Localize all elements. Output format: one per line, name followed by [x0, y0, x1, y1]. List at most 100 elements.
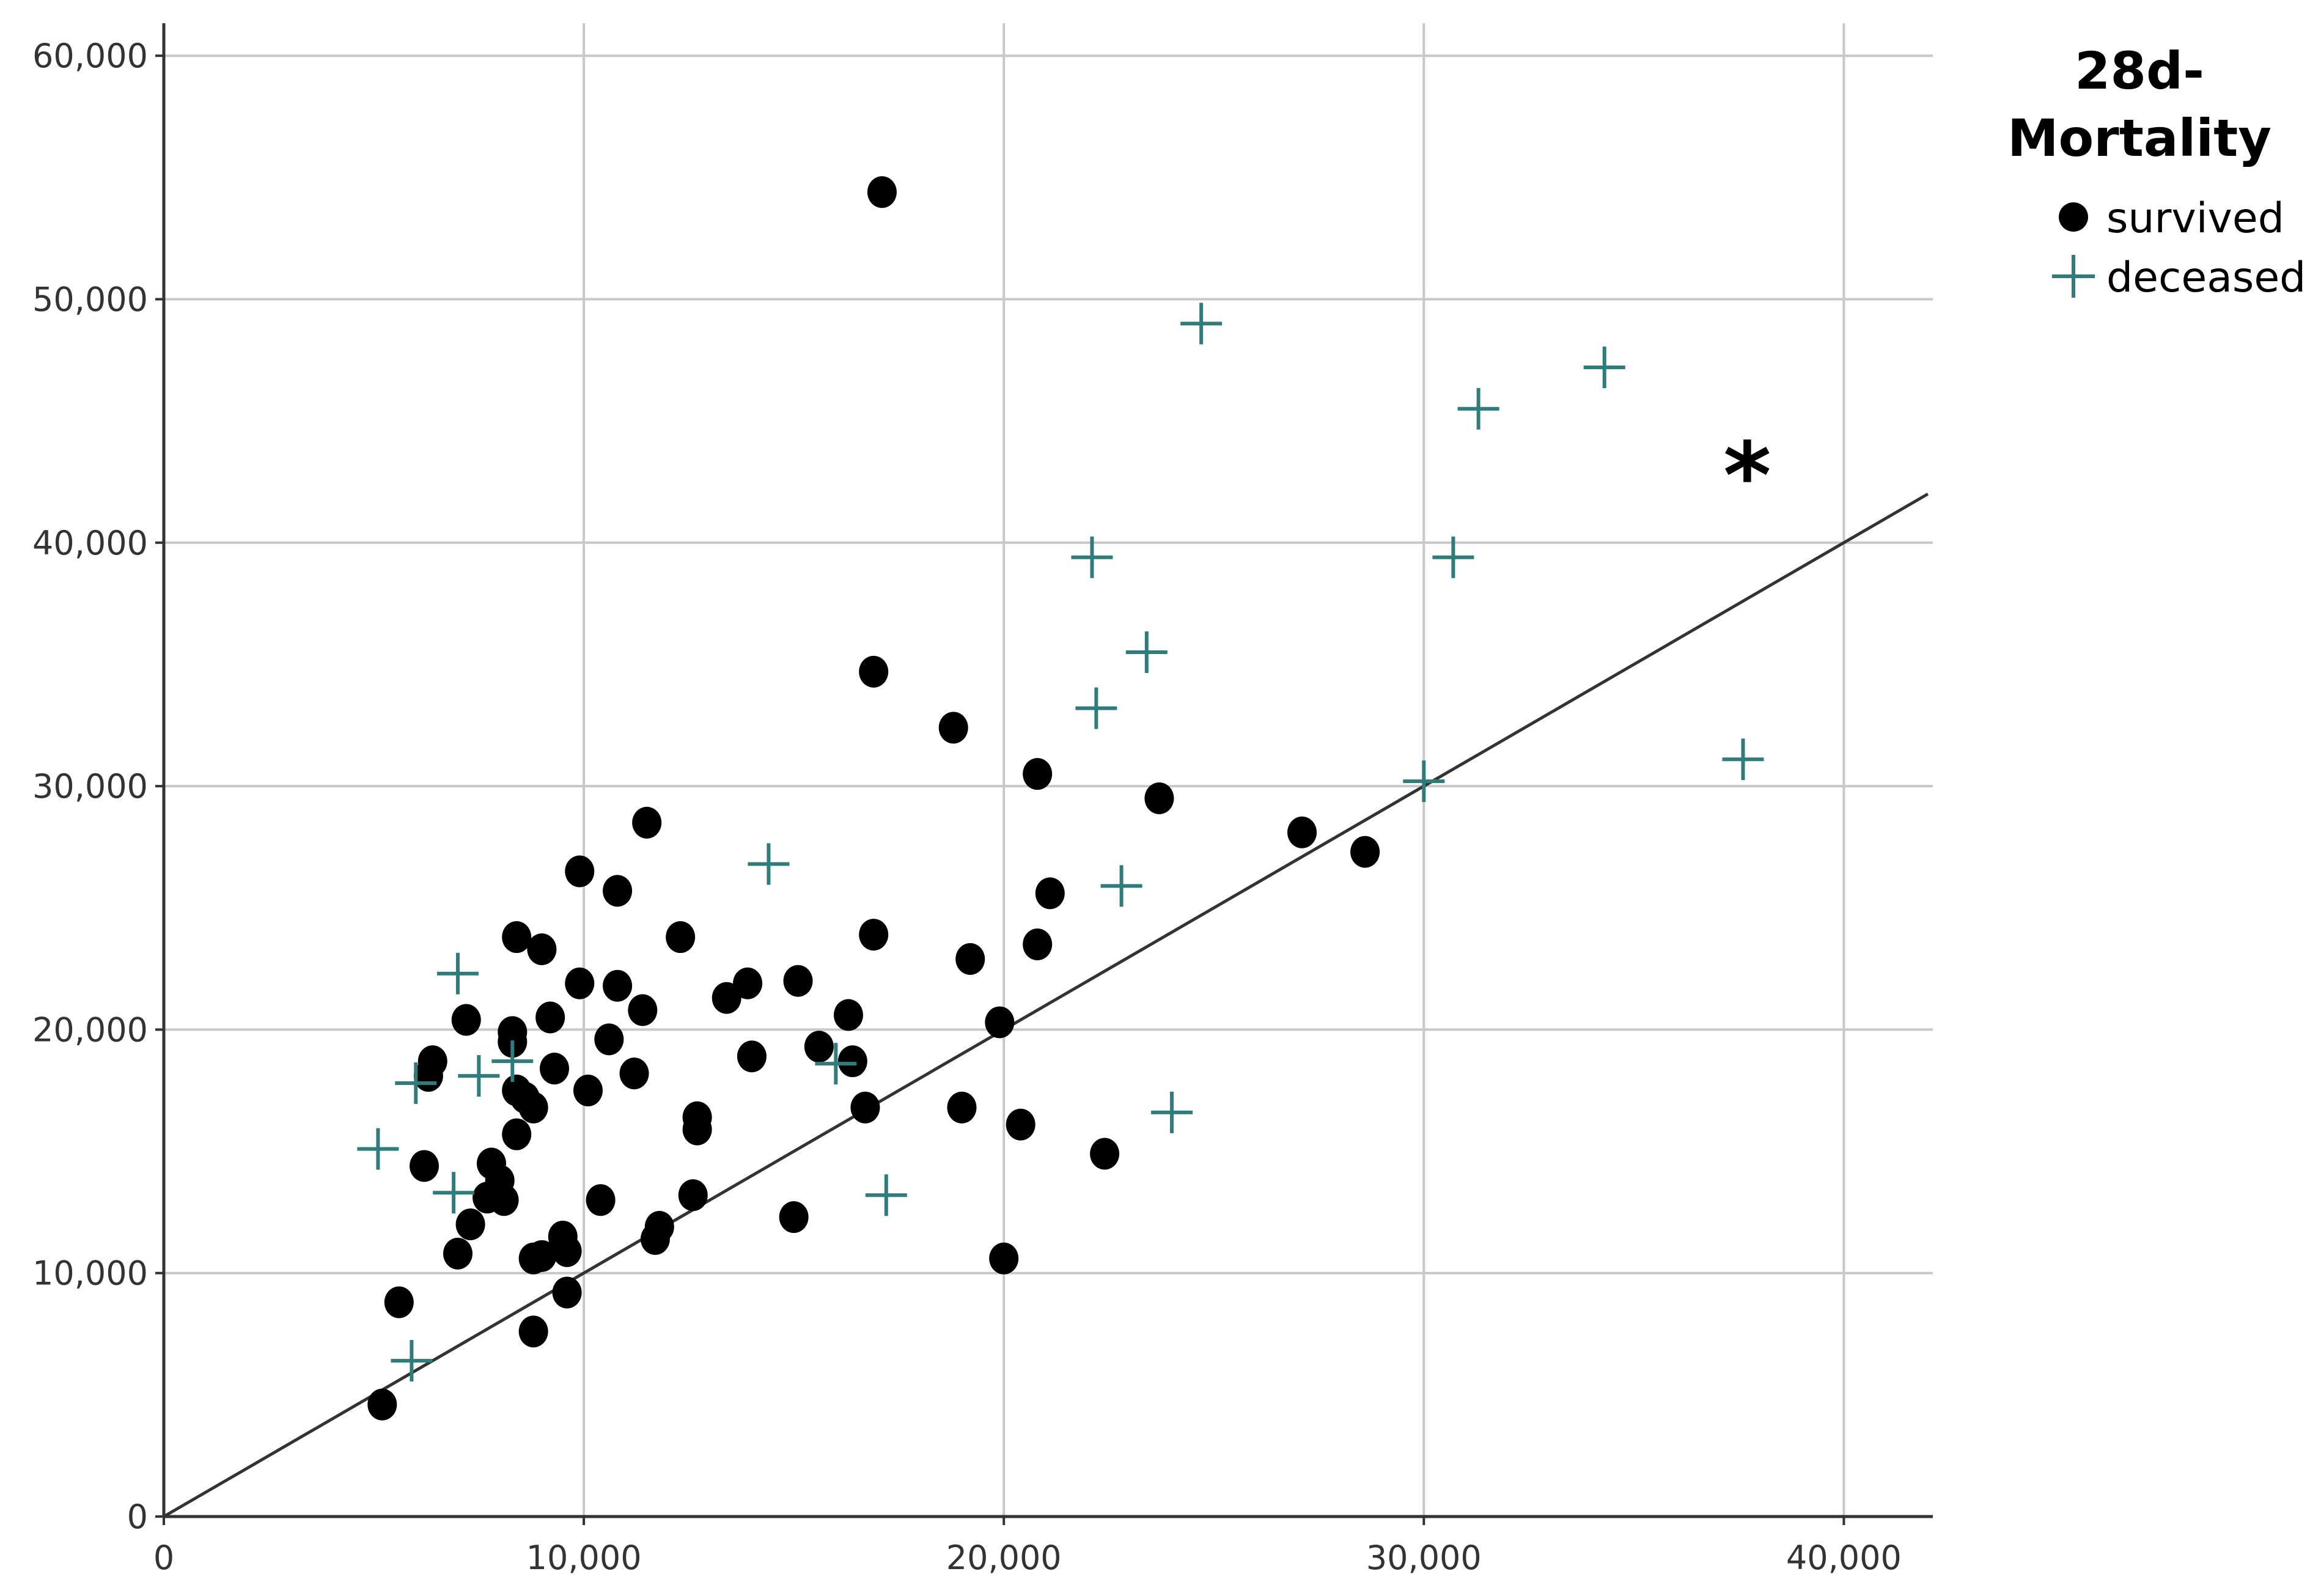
point-survived-34 — [413, 1060, 443, 1092]
x-tick-label-3: 30,000 — [1366, 1539, 1482, 1577]
point-survived-14 — [859, 919, 889, 951]
point-survived-67 — [518, 1315, 548, 1348]
point-survived-3 — [1023, 758, 1053, 790]
y-tick-label-6: 60,000 — [32, 37, 148, 75]
legend: 28d- Mortality survived deceased — [2007, 41, 2306, 302]
point-deceased-14 — [395, 1062, 437, 1105]
point-survived-1 — [859, 655, 889, 688]
y-tick-label-0: 0 — [127, 1498, 148, 1536]
point-survived-36 — [619, 1057, 649, 1090]
point-deceased-17 — [357, 1128, 399, 1170]
point-deceased-18 — [433, 1172, 475, 1214]
point-survived-42 — [947, 1091, 977, 1123]
axes — [155, 23, 1933, 1525]
point-survived-11 — [502, 921, 532, 954]
point-survived-16 — [955, 943, 985, 975]
point-survived-45 — [1006, 1108, 1035, 1141]
point-survived-53 — [678, 1179, 708, 1212]
point-survived-5 — [1287, 816, 1317, 848]
point-survived-63 — [527, 1240, 557, 1272]
point-deceased-1 — [1583, 347, 1625, 389]
point-survived-29 — [594, 1023, 624, 1056]
point-survived-25 — [535, 1001, 565, 1034]
y-tick-label-2: 20,000 — [32, 1010, 148, 1049]
point-survived-8 — [565, 855, 595, 888]
point-survived-44 — [682, 1113, 712, 1146]
point-survived-41 — [850, 1091, 880, 1123]
point-survived-26 — [985, 1006, 1015, 1039]
point-survived-12 — [527, 933, 557, 965]
point-survived-35 — [540, 1053, 570, 1085]
point-survived-68 — [367, 1388, 397, 1421]
y-tick-label-3: 30,000 — [32, 767, 148, 806]
legend-marker-survived — [2059, 202, 2088, 232]
point-survived-46 — [502, 1118, 532, 1150]
point-survived-40 — [518, 1091, 548, 1123]
point-survived-56 — [779, 1201, 809, 1234]
point-survived-60 — [552, 1235, 582, 1267]
point-survived-7 — [632, 806, 662, 839]
point-deceased-15 — [815, 1043, 857, 1085]
point-survived-66 — [552, 1276, 582, 1309]
point-survived-52 — [489, 1184, 519, 1216]
point-survived-17 — [565, 967, 595, 999]
point-survived-54 — [586, 1184, 616, 1216]
point-survived-38 — [573, 1074, 603, 1106]
point-survived-9 — [603, 875, 633, 907]
point-deceased-8 — [1403, 760, 1445, 803]
point-survived-13 — [666, 921, 696, 954]
point-survived-31 — [737, 1040, 767, 1073]
point-deceased-5 — [1125, 631, 1168, 674]
x-tick-label-0: 0 — [153, 1539, 174, 1577]
point-survived-30 — [804, 1031, 834, 1063]
point-deceased-4 — [1432, 536, 1474, 578]
legend-label-survived: survived — [2106, 194, 2284, 243]
point-survived-64 — [989, 1242, 1019, 1274]
point-survived-2 — [938, 712, 968, 744]
point-deceased-12 — [491, 1040, 534, 1083]
x-tick-label-2: 20,000 — [946, 1539, 1062, 1577]
point-deceased-16 — [1151, 1091, 1193, 1133]
point-survived-48 — [410, 1150, 440, 1182]
legend-marker-deceased — [2052, 255, 2095, 298]
point-deceased-20 — [391, 1340, 433, 1382]
y-tick-label-1: 10,000 — [32, 1254, 148, 1293]
point-survived-32 — [837, 1045, 867, 1078]
point-survived-6 — [1350, 836, 1380, 868]
point-survived-21 — [712, 982, 741, 1014]
point-survived-15 — [1023, 928, 1053, 960]
point-survived-0 — [867, 176, 897, 208]
point-deceased-10 — [1100, 865, 1142, 907]
point-deceased-11 — [436, 952, 479, 995]
point-survived-23 — [833, 999, 863, 1031]
point-deceased-9 — [748, 843, 790, 885]
point-survived-55 — [455, 1208, 485, 1241]
point-deceased-19 — [865, 1174, 907, 1216]
point-survived-58 — [640, 1223, 670, 1255]
y-tick-label-4: 40,000 — [32, 524, 148, 562]
point-survived-10 — [1035, 877, 1065, 910]
annotation-asterisk: * — [1723, 423, 1771, 529]
point-deceased-13 — [458, 1055, 500, 1097]
legend-label-deceased: deceased — [2106, 254, 2306, 302]
point-survived-65 — [384, 1286, 414, 1318]
legend-title-line1: 28d- — [2075, 41, 2204, 101]
reference-line — [163, 492, 1929, 1518]
point-deceased-6 — [1075, 687, 1117, 729]
point-survived-61 — [443, 1237, 473, 1270]
tick-labels: 0 10,000 20,000 30,000 40,000 50,000 60,000 0 10… — [32, 37, 1902, 1577]
point-deceased-3 — [1071, 536, 1113, 578]
point-survived-18 — [603, 969, 633, 1002]
x-tick-label-4: 40,000 — [1786, 1539, 1902, 1577]
point-deceased-2 — [1457, 388, 1499, 430]
point-deceased-0 — [1180, 303, 1223, 345]
point-survived-19 — [733, 967, 763, 999]
x-tick-label-1: 10,000 — [526, 1539, 642, 1577]
point-survived-47 — [1090, 1138, 1120, 1170]
point-deceased-7 — [1722, 738, 1764, 781]
point-survived-24 — [451, 1004, 481, 1036]
point-survived-22 — [628, 994, 658, 1026]
legend-title-line2: Mortality — [2007, 108, 2271, 168]
y-tick-label-5: 50,000 — [32, 281, 148, 319]
